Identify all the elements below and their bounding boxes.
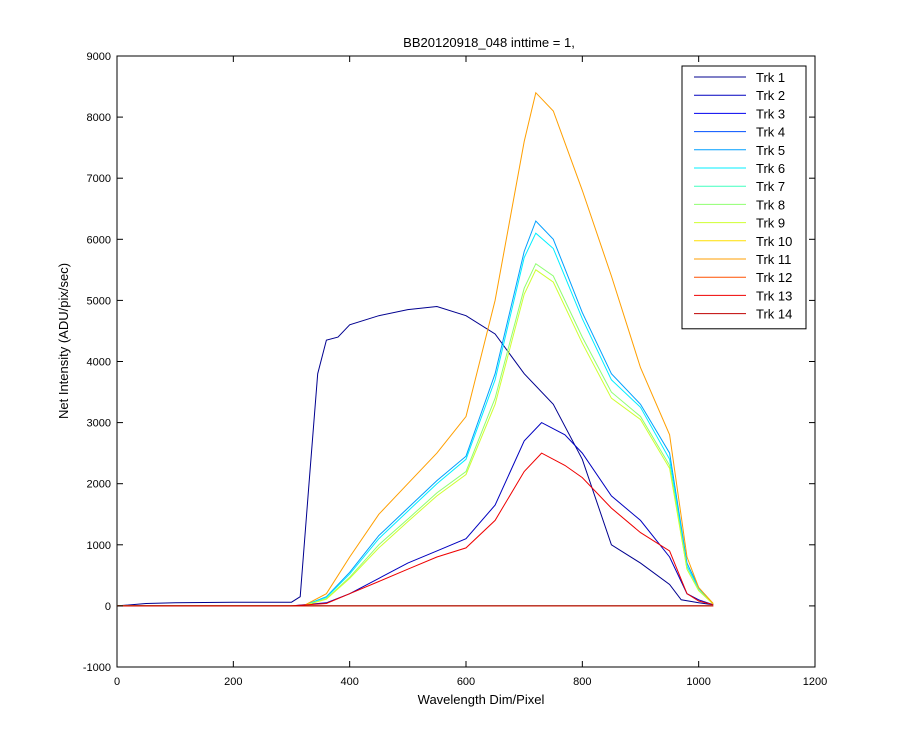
x-tick-label: 600: [457, 676, 475, 688]
y-tick-label: 2000: [87, 479, 111, 491]
y-tick-label: 0: [105, 601, 111, 613]
legend-label: Trk 3: [756, 106, 785, 121]
x-tick-label: 1200: [803, 676, 827, 688]
axes-layer: 0 200 400 600 800 1000 1200-100001000200030004…: [83, 51, 827, 688]
legend-label: Trk 4: [756, 125, 785, 140]
chart-title: BB20120918_048 inttime = 1,: [403, 35, 575, 50]
y-tick-label: 7000: [87, 173, 111, 185]
x-tick-label: 1000: [686, 676, 710, 688]
series-layer: [116, 91, 714, 607]
legend-label: Trk 6: [756, 161, 785, 176]
legend-label: Trk 10: [756, 234, 792, 249]
y-tick-label: -1000: [83, 662, 111, 674]
y-tick-label: 8000: [87, 112, 111, 124]
legend-label: Trk 2: [756, 88, 785, 103]
series-line-5: [117, 220, 714, 607]
series-line-6: [117, 232, 714, 607]
x-tick-label: 400: [340, 676, 358, 688]
y-tick-label: 9000: [87, 51, 111, 63]
series-line-8: [117, 262, 714, 607]
y-tick-label: 1000: [87, 540, 111, 552]
legend-label: Trk 5: [756, 143, 785, 158]
y-axis-label: Net Intensity (ADU/pix/sec): [56, 263, 71, 419]
legend-label: Trk 8: [756, 197, 785, 212]
legend-label: Trk 1: [756, 70, 785, 85]
y-tick-label: 3000: [87, 418, 111, 430]
y-tick-label: 6000: [87, 234, 111, 246]
legend-label: Trk 13: [756, 288, 792, 303]
series-line-13: [117, 452, 714, 607]
legend-label: Trk 11: [756, 252, 791, 267]
x-tick-label: 0: [114, 676, 120, 688]
legend-box: [681, 65, 807, 330]
x-tick-label: 800: [573, 676, 591, 688]
legend: Trk 1 Trk 2 Trk 3 Trk 4 Trk 5 Trk 6 Trk 7 Trk 8…: [681, 65, 807, 330]
legend-label: Trk 12: [756, 270, 792, 285]
legend-label: Trk 9: [756, 216, 785, 231]
x-axis-label: Wavelength Dim/Pixel: [418, 692, 545, 707]
y-tick-label: 4000: [87, 357, 111, 369]
series-line-9: [117, 269, 714, 607]
y-tick-label: 5000: [87, 295, 111, 307]
x-tick-label: 200: [224, 676, 242, 688]
legend-label: Trk 14: [756, 307, 792, 322]
legend-label: Trk 7: [756, 179, 785, 194]
series-line-1: [116, 305, 714, 607]
series-line-11: [117, 91, 714, 607]
